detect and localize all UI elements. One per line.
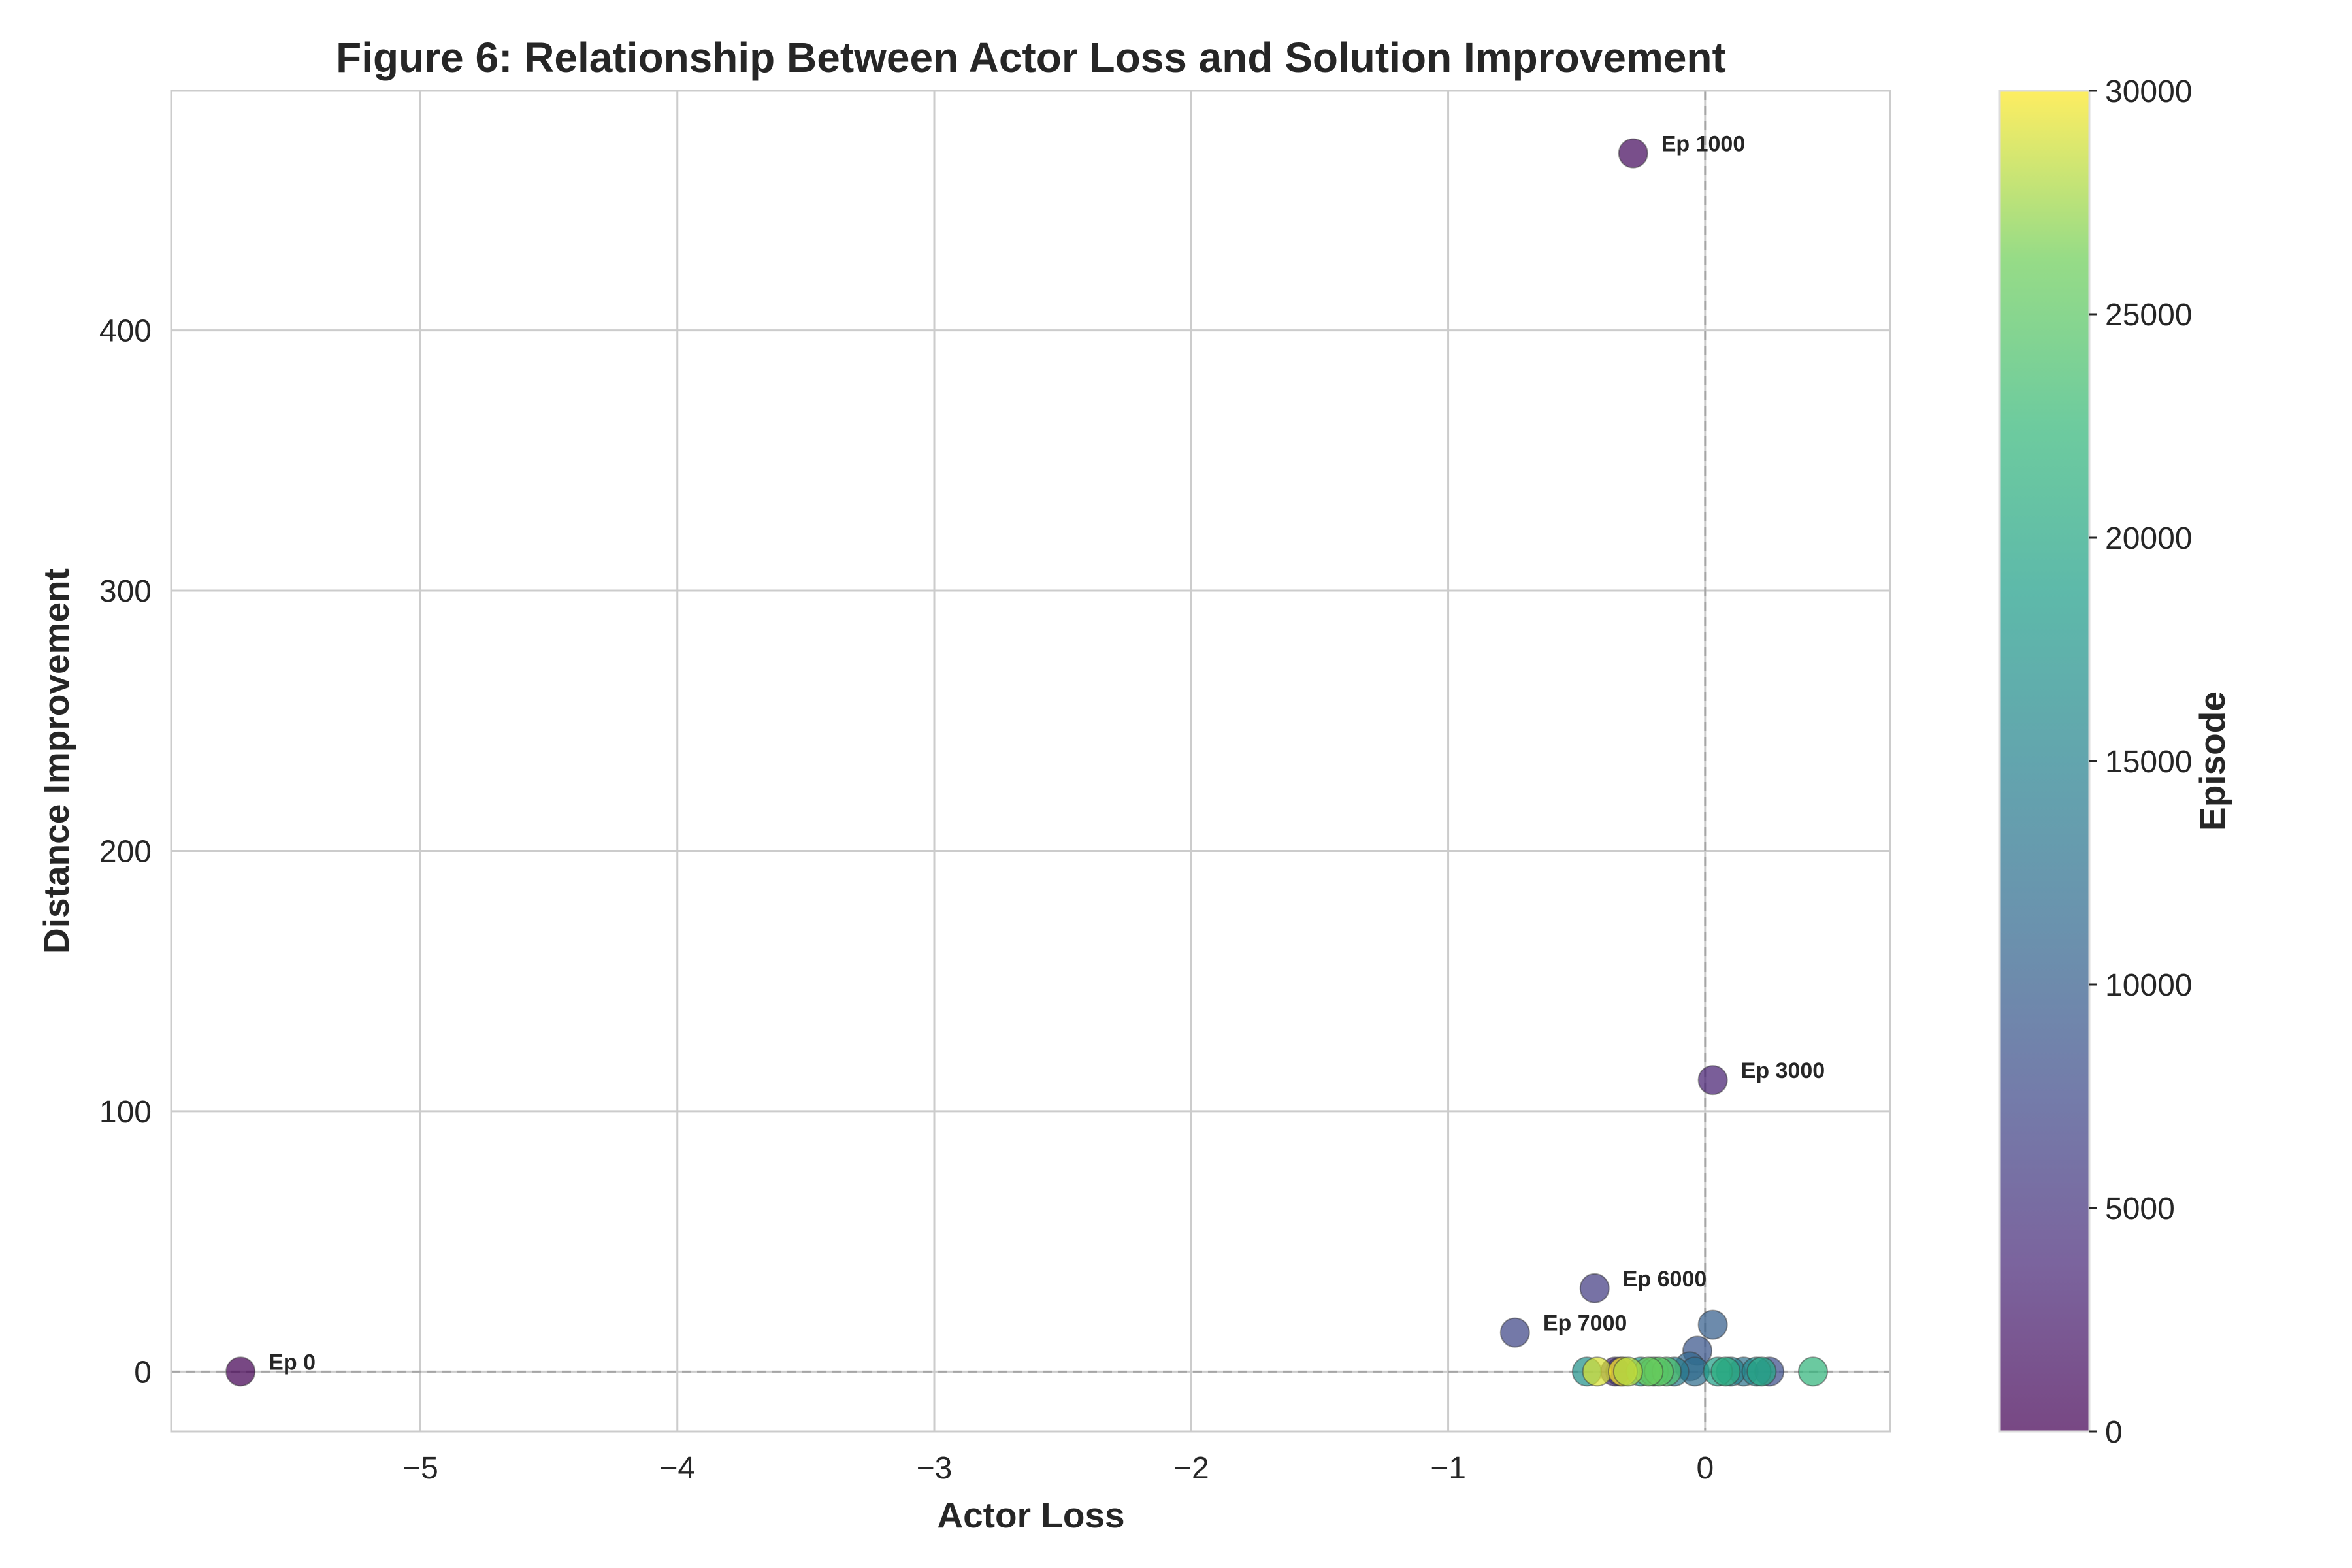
colorbar-tick-label: 30000	[2105, 74, 2192, 109]
plot-frame	[170, 90, 1891, 1433]
y-tick-label: 0	[134, 1355, 152, 1390]
scatter-point	[1612, 1356, 1643, 1387]
scatter-point	[1618, 138, 1648, 169]
colorbar: 0 5000 10000 15000 20000 25000 30000 Episode	[1998, 74, 2232, 1450]
scatter-point	[1746, 1356, 1777, 1387]
point-annotation: Ep 1000	[1661, 132, 1746, 157]
scatter-point	[1697, 1065, 1728, 1096]
y-tick-label: 400	[99, 314, 152, 349]
x-tick-label: −4	[659, 1451, 695, 1486]
point-annotations: Ep 0 Ep 1000 Ep 3000 Ep 6000 Ep 7000	[269, 132, 1825, 1375]
scatter-point	[1697, 1309, 1728, 1340]
scatter-point	[1499, 1317, 1530, 1348]
x-tick-label: −3	[917, 1451, 953, 1486]
x-tick-labels: −5 −4 −3 −2 −1 0	[402, 1451, 1714, 1486]
colorbar-tick-label: 10000	[2105, 968, 2192, 1003]
chart-title: Figure 6: Relationship Between Actor Los…	[336, 34, 1726, 81]
y-tick-label: 300	[99, 574, 152, 609]
scatter-point	[1710, 1356, 1741, 1387]
colorbar-ticks: 0 5000 10000 15000 20000 25000 30000	[2089, 74, 2192, 1450]
x-axis-label: Actor Loss	[937, 1495, 1124, 1535]
reference-lines	[171, 91, 1890, 1431]
grid-lines	[171, 91, 1890, 1431]
x-tick-label: −5	[402, 1451, 438, 1486]
scatter-point	[225, 1356, 256, 1387]
y-tick-label: 100	[99, 1095, 152, 1130]
scatter-points	[225, 138, 1829, 1387]
point-annotation: Ep 7000	[1543, 1311, 1627, 1336]
scatter-point	[1798, 1356, 1829, 1387]
plot-area: Ep 0 Ep 1000 Ep 3000 Ep 6000 Ep 7000	[170, 90, 1891, 1433]
y-tick-label: 200	[99, 834, 152, 869]
colorbar-tick-label: 20000	[2105, 521, 2192, 556]
colorbar-gradient	[1998, 90, 2091, 1433]
x-tick-label: −1	[1430, 1451, 1466, 1486]
y-axis-label: Distance Improvement	[36, 568, 76, 954]
scatter-point	[1582, 1356, 1612, 1387]
point-annotation: Ep 3000	[1741, 1058, 1825, 1083]
point-annotation: Ep 0	[269, 1350, 316, 1375]
x-tick-label: −2	[1173, 1451, 1209, 1486]
colorbar-tick-label: 5000	[2105, 1192, 2175, 1226]
colorbar-tick-label: 0	[2105, 1415, 2123, 1450]
colorbar-label: Episode	[2192, 691, 2232, 831]
colorbar-tick-label: 15000	[2105, 745, 2192, 779]
x-tick-label: 0	[1696, 1451, 1714, 1486]
colorbar-tick-label: 25000	[2105, 298, 2192, 333]
scatter-point	[1579, 1273, 1610, 1303]
y-tick-labels: 0 100 200 300 400	[99, 314, 152, 1390]
point-annotation: Ep 6000	[1623, 1267, 1707, 1292]
